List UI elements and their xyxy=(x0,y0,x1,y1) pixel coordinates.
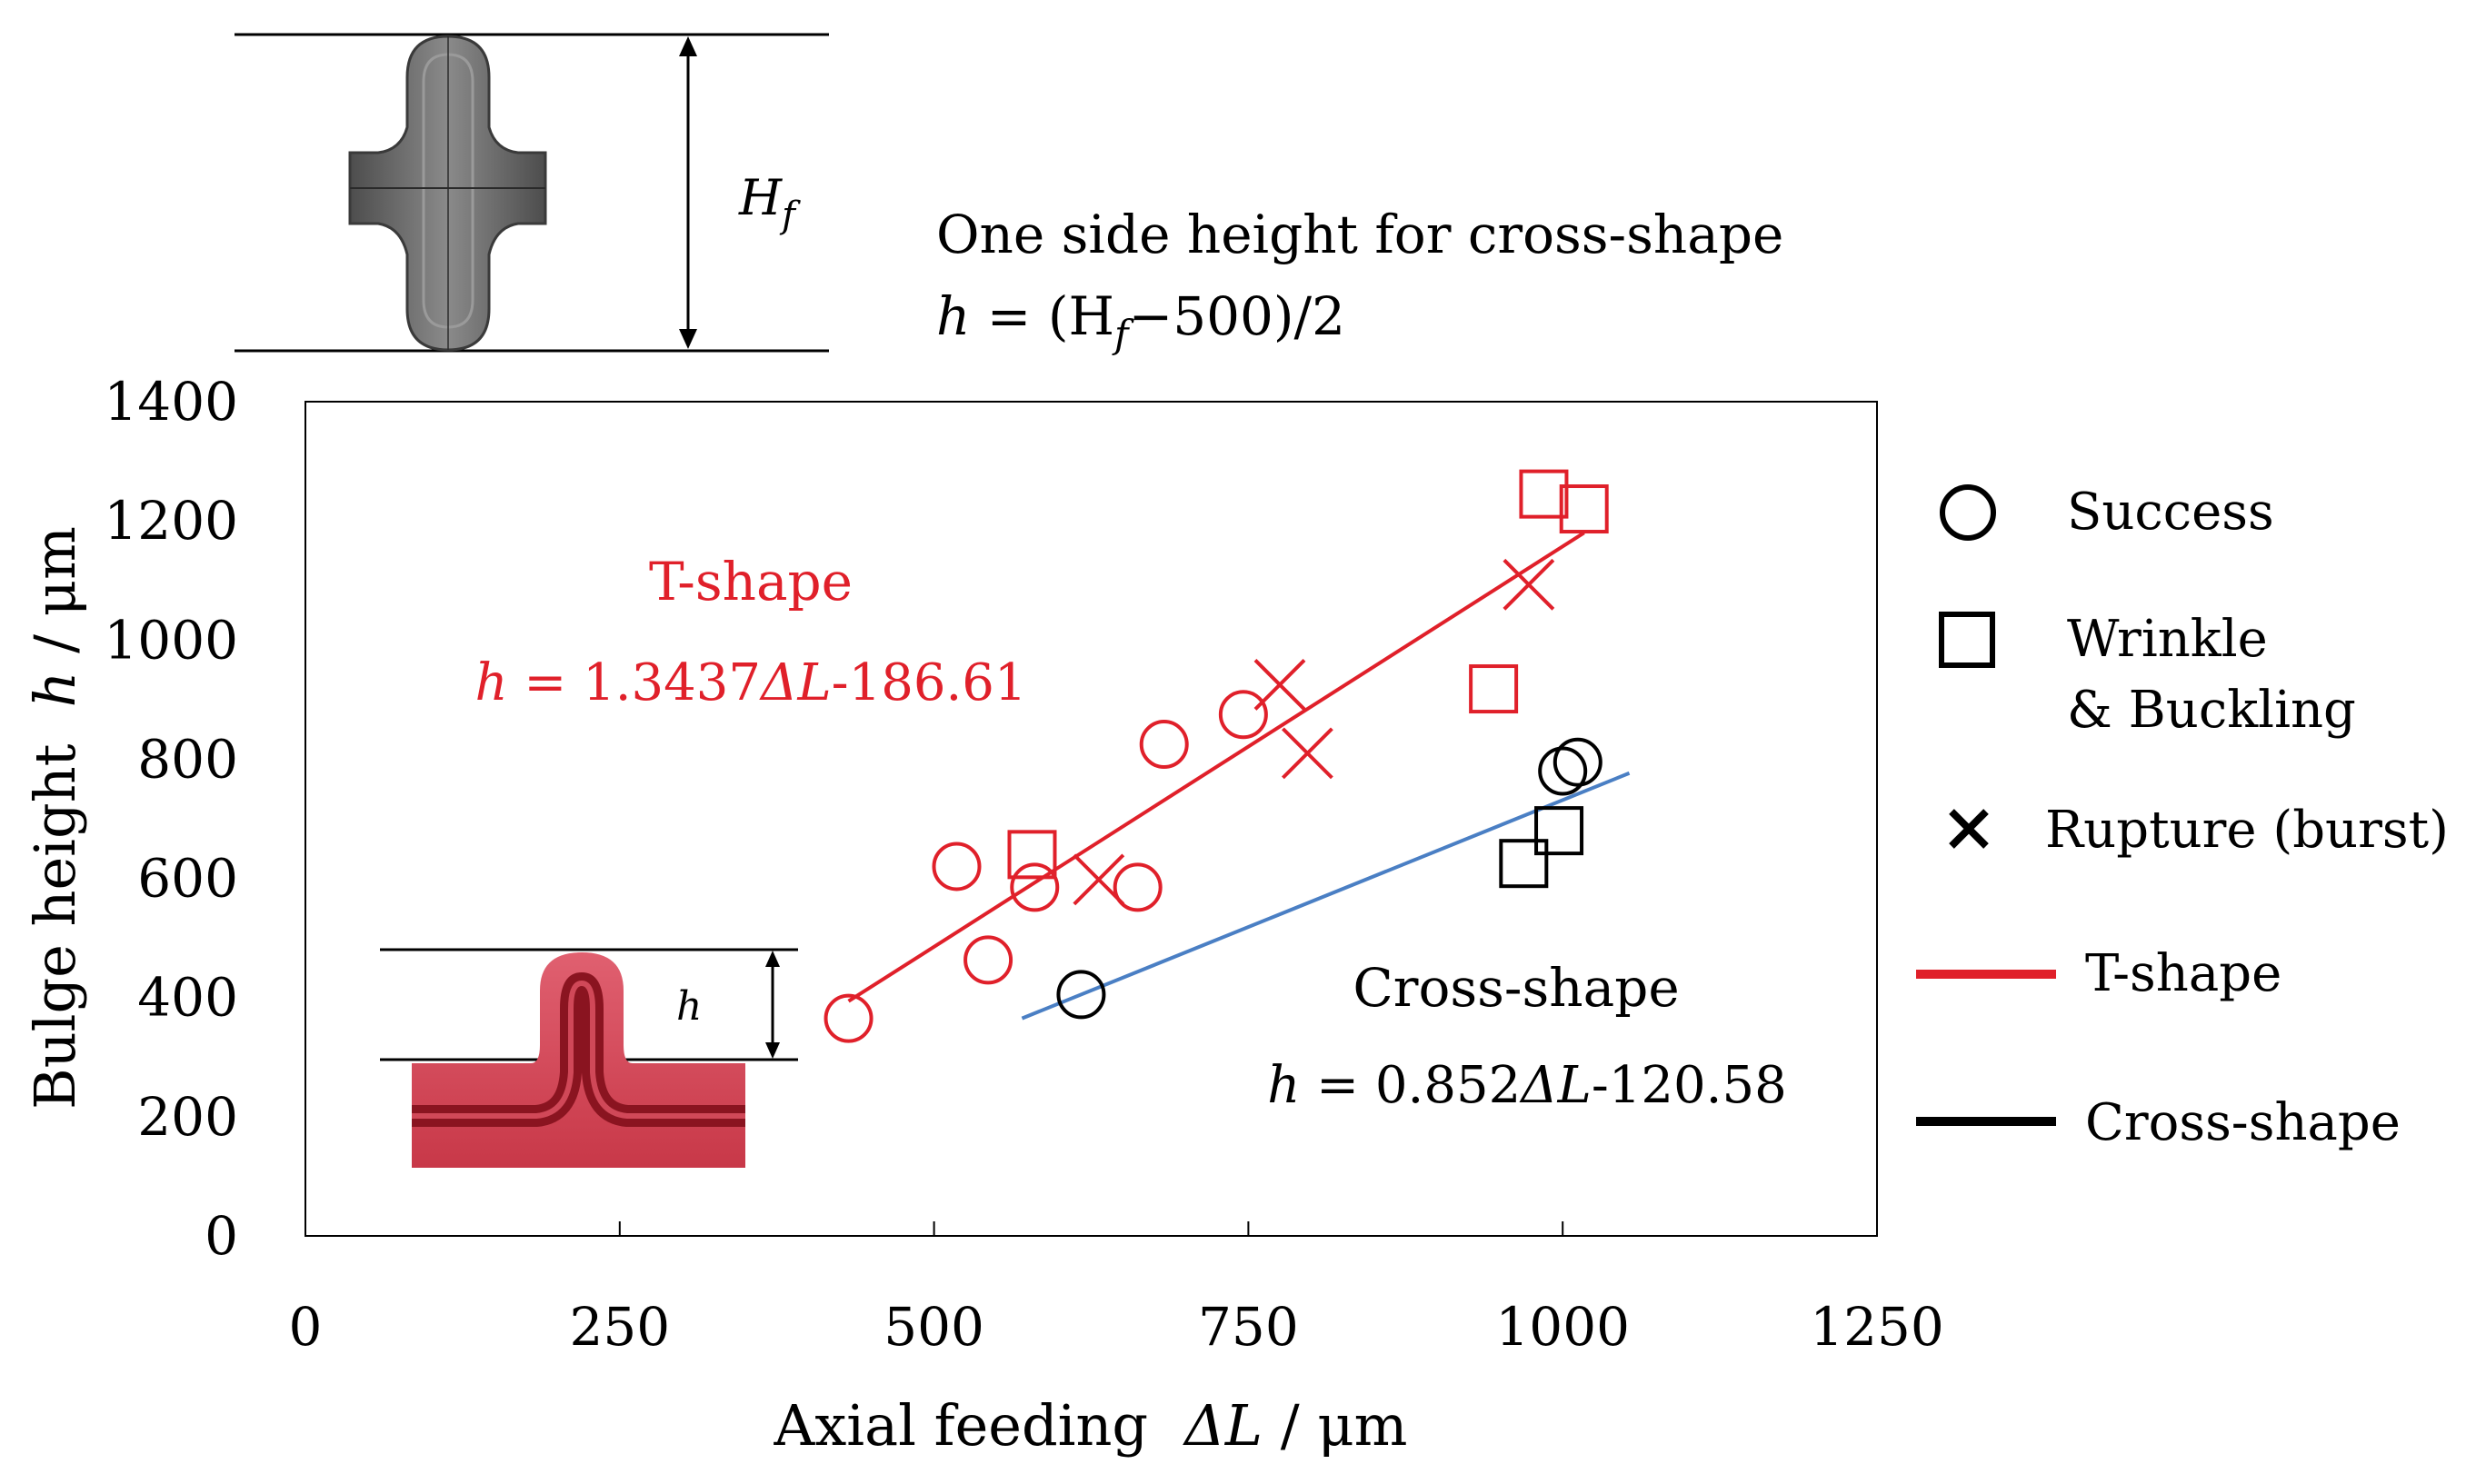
legend-circle-icon xyxy=(1940,484,1996,541)
legend-cross-icon xyxy=(1949,809,1989,849)
t-shape-success-point xyxy=(1113,862,1163,912)
legend-cross-shape-label: Cross-shape xyxy=(2085,1093,2401,1152)
y-tick-label: 1200 xyxy=(104,490,238,552)
arrow-up-icon xyxy=(765,951,780,967)
x-tick-label: 1000 xyxy=(1495,1296,1630,1358)
legend-square-icon xyxy=(1939,612,1995,668)
legend-success-label: Success xyxy=(2067,483,2274,542)
cross-shape-inner-channel xyxy=(422,53,474,329)
legend-buckling-label: & Buckling xyxy=(2067,681,2356,740)
cross-shape-fit-line xyxy=(1021,771,1631,1021)
t-shape-success-point xyxy=(1010,862,1060,912)
legend-wrinkle-label: Wrinkle xyxy=(2067,610,2268,669)
arrow-down-icon xyxy=(679,329,697,349)
t-shape-rupture-point xyxy=(1503,558,1555,611)
cross-shape-success-point xyxy=(1056,970,1106,1020)
formula-title: One side height for cross-shape xyxy=(936,204,1783,265)
legend-rupture-label: Rupture (burst) xyxy=(2045,801,2449,860)
cross-shape-equation: h = 0.852ΔL-120.58 xyxy=(1267,1056,1786,1115)
t-shape-wrinkle-point xyxy=(1559,484,1609,534)
y-tick-label: 400 xyxy=(137,967,238,1029)
cross-shape-wrinkle-point xyxy=(1534,806,1584,856)
t-shape-wrinkle-point xyxy=(1519,469,1569,519)
x-axis-label: Axial feeding ΔL / μm xyxy=(774,1392,1408,1459)
cross-shape-annotation: Cross-shape xyxy=(1353,957,1679,1019)
formula-equation: h = (Hf−500)/2 xyxy=(936,285,1345,356)
hf-label: Hf xyxy=(738,169,801,236)
x-tick-label: 0 xyxy=(289,1296,323,1358)
t-shape-wrinkle-point xyxy=(1007,830,1057,880)
fit-lines xyxy=(847,531,1631,1021)
t-shape-success-point xyxy=(1218,690,1268,740)
arrow-up-icon xyxy=(679,36,697,56)
y-axis-ticks: 0 200 400 600 800 1000 1200 1400 xyxy=(104,371,238,1267)
y-tick-label: 600 xyxy=(137,848,238,910)
t-shape-equation: h = 1.3437ΔL-186.61 xyxy=(474,653,1026,712)
y-tick-label: 200 xyxy=(137,1086,238,1148)
cross-shape-schematic: Hf xyxy=(235,33,829,353)
t-shape-success-point xyxy=(963,935,1013,985)
t-shape-wrinkle-point xyxy=(1469,664,1519,714)
x-tick-label: 250 xyxy=(569,1296,670,1358)
t-shape-annotation: T-shape xyxy=(649,551,853,613)
x-tick-label: 1250 xyxy=(1810,1296,1944,1358)
t-shape-fit-line xyxy=(847,531,1585,1003)
y-tick-label: 800 xyxy=(137,728,238,790)
y-tick-label: 0 xyxy=(205,1205,238,1267)
legend: Success Wrinkle & Buckling Rupture (burs… xyxy=(1916,483,2449,1152)
x-tick-label: 500 xyxy=(884,1296,984,1358)
y-axis-label: Bulge heighth / μm xyxy=(22,526,88,1110)
t-shape-rupture-point xyxy=(1073,853,1125,906)
x-tick-label: 750 xyxy=(1198,1296,1299,1358)
t-shape-success-point xyxy=(1139,720,1189,770)
t-shape-success-point xyxy=(932,842,982,891)
cross-shape-success-point xyxy=(1552,737,1602,787)
t-shape-rupture-point xyxy=(1253,659,1306,711)
cross-shape-wrinkle-point xyxy=(1499,839,1549,889)
t-shape-inset: h xyxy=(380,948,798,1168)
plot-frame xyxy=(305,401,1878,1237)
t-shape-success-point xyxy=(824,993,874,1043)
h-label: h xyxy=(676,983,702,1030)
t-shape-rupture-point xyxy=(1281,727,1333,780)
arrow-down-icon xyxy=(765,1042,780,1059)
cross-shape-success-point xyxy=(1538,746,1588,796)
y-tick-label: 1000 xyxy=(104,609,238,671)
data-markers xyxy=(824,469,1609,1043)
y-tick-label: 1400 xyxy=(104,371,238,433)
t-shape-channel-highlight xyxy=(412,980,745,1119)
legend-t-shape-label: T-shape xyxy=(2085,944,2281,1003)
x-axis-ticks: 0 250 500 750 1000 1250 xyxy=(289,1221,1944,1358)
